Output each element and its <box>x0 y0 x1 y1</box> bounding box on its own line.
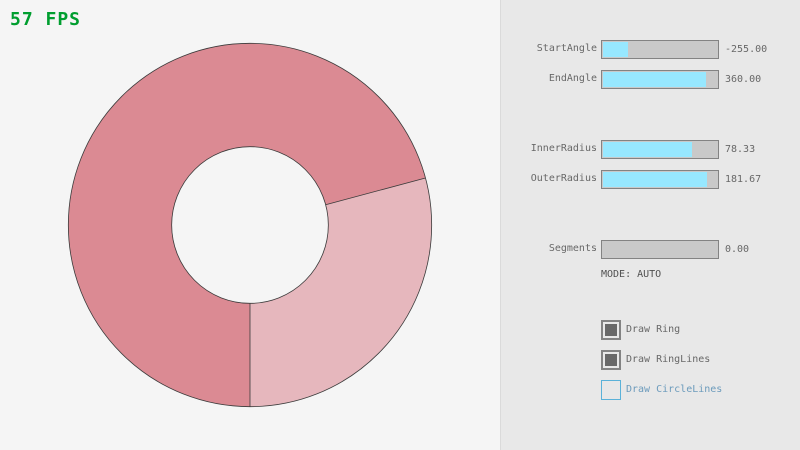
control-panel: StartAngle -255.00 EndAngle 360.00 Inner… <box>500 0 800 450</box>
checkbox-draw-ringlines[interactable]: Draw RingLines <box>601 350 800 370</box>
ring-start-line <box>325 177 426 206</box>
check-mark-icon <box>605 354 617 366</box>
slider-fill <box>603 142 693 157</box>
checkbox-box[interactable] <box>601 380 621 400</box>
slider-value: 78.33 <box>725 144 756 155</box>
slider-segments[interactable]: Segments 0.00 <box>501 240 800 260</box>
checkbox-draw-circlelines[interactable]: Draw CircleLines <box>601 380 800 400</box>
slider-track[interactable] <box>601 140 719 159</box>
slider-track[interactable] <box>601 240 719 259</box>
checkbox-box[interactable] <box>601 320 621 340</box>
slider-value: 181.67 <box>725 174 762 185</box>
slider-fill <box>603 72 706 87</box>
slider-track[interactable] <box>601 170 719 189</box>
check-mark-icon <box>605 324 617 336</box>
checkbox-label: Draw CircleLines <box>626 384 723 395</box>
slider-label: InnerRadius <box>530 143 597 154</box>
ring-overlap-sector <box>68 43 426 407</box>
slider-track[interactable] <box>601 70 719 89</box>
mode-label: MODE: AUTO <box>601 269 662 280</box>
slider-value: -255.00 <box>725 44 768 55</box>
fps-counter: 57 FPS <box>10 9 82 30</box>
slider-outer-radius[interactable]: OuterRadius 181.67 <box>501 170 800 190</box>
slider-start-angle[interactable]: StartAngle -255.00 <box>501 40 800 60</box>
checkbox-box[interactable] <box>601 350 621 370</box>
slider-label: Segments <box>548 243 597 254</box>
slider-fill <box>603 42 628 57</box>
checkbox-label: Draw Ring <box>626 324 681 335</box>
slider-label: EndAngle <box>548 73 597 84</box>
slider-label: StartAngle <box>536 43 597 54</box>
ring-inner-line <box>171 146 329 304</box>
slider-fill <box>603 172 707 187</box>
slider-end-angle[interactable]: EndAngle 360.00 <box>501 70 800 90</box>
slider-value: 0.00 <box>725 244 750 255</box>
ring-canvas <box>67 42 433 408</box>
checkbox-draw-ring[interactable]: Draw Ring <box>601 320 800 340</box>
slider-inner-radius[interactable]: InnerRadius 78.33 <box>501 140 800 160</box>
slider-track[interactable] <box>601 40 719 59</box>
slider-label: OuterRadius <box>530 173 597 184</box>
slider-value: 360.00 <box>725 74 762 85</box>
checkbox-label: Draw RingLines <box>626 354 711 365</box>
